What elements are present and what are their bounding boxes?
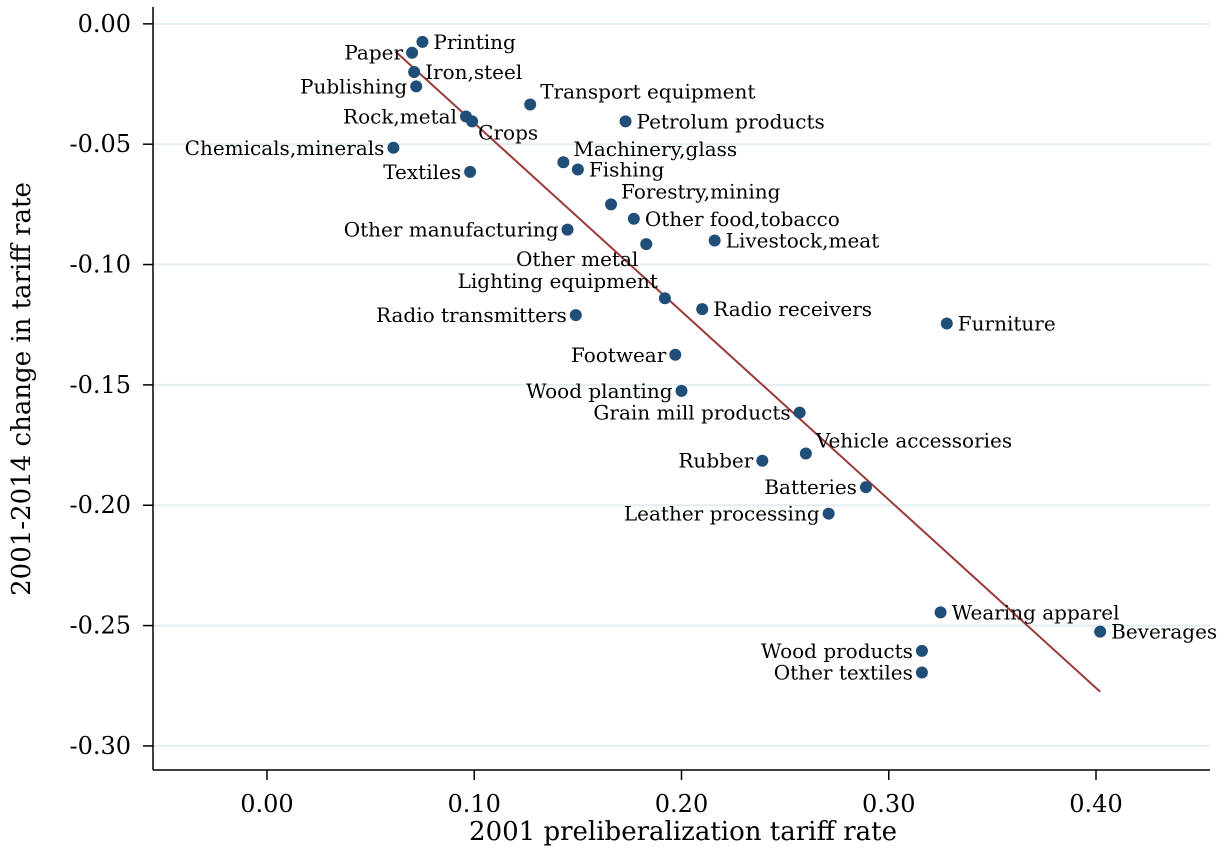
point-label: Batteries	[764, 475, 857, 499]
y-axis-title: 2001-2014 change in tariff rate	[7, 182, 37, 596]
point-label: Beverages	[1111, 620, 1217, 644]
point-label: Textiles	[383, 160, 461, 184]
point-label: Footwear	[571, 343, 667, 367]
data-point	[915, 644, 928, 657]
data-point	[619, 115, 632, 128]
x-axis-title: 2001 preliberalization tariff rate	[469, 817, 897, 847]
data-point	[799, 447, 812, 460]
point-label: Rock,metal	[343, 105, 457, 129]
data-point	[416, 35, 429, 48]
point-label: Printing	[433, 30, 516, 54]
data-point	[561, 223, 574, 236]
point-labels-layer: Printing Paper Iron,steel Publishing Transpo…	[185, 30, 1218, 685]
point-label: Wood products	[761, 639, 913, 663]
x-tick-label: 0.30	[862, 790, 915, 818]
points-layer	[387, 35, 1107, 679]
point-label: Machinery,glass	[573, 137, 737, 161]
data-point	[408, 65, 421, 78]
data-point	[524, 98, 537, 111]
y-tick-label: -0.30	[69, 732, 131, 760]
data-point	[669, 348, 682, 361]
point-label: Furniture	[958, 312, 1056, 336]
point-label: Other food,tobacco	[645, 207, 840, 231]
point-label: Grain mill products	[593, 401, 790, 425]
point-label: Other metal	[516, 247, 638, 271]
y-tick-label: -0.25	[69, 612, 131, 640]
data-point	[406, 46, 419, 59]
data-point	[934, 606, 947, 619]
data-point	[859, 481, 872, 494]
point-label: Wearing apparel	[952, 600, 1120, 624]
point-label: Livestock,meat	[726, 228, 880, 252]
data-point	[387, 141, 400, 154]
point-label: Rubber	[678, 449, 753, 473]
point-label: Paper	[344, 41, 403, 65]
data-point	[696, 303, 709, 316]
point-label: Crops	[478, 120, 538, 144]
data-point	[557, 156, 570, 169]
point-label: Other textiles	[774, 661, 913, 685]
grid-layer	[153, 22, 1210, 747]
data-point	[571, 163, 584, 176]
point-label: Vehicle accessories	[815, 428, 1012, 452]
point-label: Fishing	[589, 157, 665, 181]
data-point	[675, 384, 688, 397]
point-label: Publishing	[300, 74, 407, 98]
data-point	[464, 165, 477, 178]
y-tick-label: -0.10	[69, 251, 131, 279]
data-point	[708, 234, 721, 247]
x-tick-label: 0.10	[448, 790, 501, 818]
point-label: Leather processing	[624, 502, 820, 526]
data-point	[640, 238, 653, 251]
point-label: Radio receivers	[713, 297, 872, 321]
y-tick-label: 0.00	[78, 10, 131, 38]
data-point	[605, 198, 618, 211]
point-label: Other manufacturing	[344, 218, 559, 242]
data-point	[822, 507, 835, 520]
point-label: Wood planting	[526, 379, 673, 403]
data-point	[466, 115, 479, 128]
point-label: Chemicals,minerals	[185, 136, 385, 160]
data-point	[915, 666, 928, 679]
point-label: Iron,steel	[425, 60, 522, 84]
fit-line-layer	[394, 50, 1101, 693]
y-tick-label: -0.20	[69, 491, 131, 519]
point-label: Lighting equipment	[458, 269, 658, 293]
fit-line	[394, 50, 1101, 693]
data-point	[756, 454, 769, 467]
axes-layer: 0.00 -0.05 -0.10 -0.15 -0.20 -0.25 -0.30 0.00 0.…	[69, 7, 1210, 818]
point-label: Radio transmitters	[376, 303, 567, 327]
y-tick-label: -0.05	[69, 130, 131, 158]
data-point	[627, 212, 640, 225]
point-label: Transport equipment	[540, 79, 755, 103]
data-point	[410, 80, 423, 93]
point-label: Forestry,mining	[621, 179, 781, 203]
x-tick-label: 0.00	[240, 790, 293, 818]
x-tick-label: 0.20	[655, 790, 708, 818]
data-point	[658, 292, 671, 305]
data-point	[940, 317, 953, 330]
y-tick-label: -0.15	[69, 371, 131, 399]
data-point	[793, 406, 806, 419]
x-tick-label: 0.40	[1069, 790, 1122, 818]
point-label: Petrolum products	[637, 109, 825, 133]
data-point	[569, 309, 582, 322]
data-point	[1094, 625, 1107, 638]
